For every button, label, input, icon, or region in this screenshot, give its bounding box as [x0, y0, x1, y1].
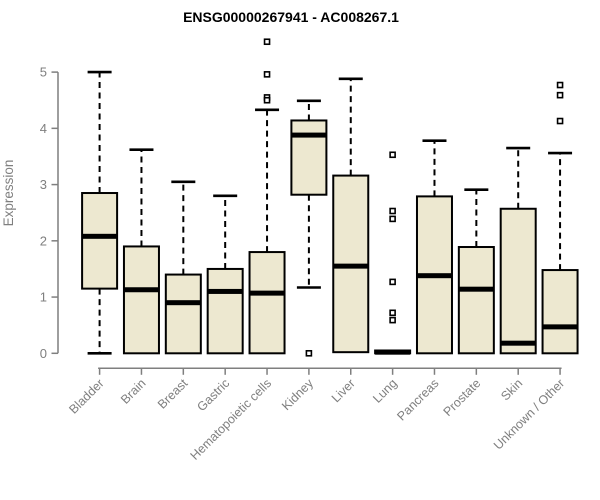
outlier-point-lung	[389, 309, 396, 317]
box-unknown-other	[541, 269, 579, 355]
x-tick-label-liver: Liver	[329, 376, 358, 405]
box-group-kidney	[290, 99, 328, 357]
outlier-point-unknown-other	[556, 117, 564, 125]
box-group-liver	[332, 77, 370, 354]
box-group-brain	[122, 148, 160, 355]
box-kidney	[290, 119, 328, 196]
box-gastric	[206, 267, 244, 355]
x-tick-label-gastric: Gastric	[194, 376, 232, 414]
median-kidney	[291, 132, 327, 138]
chart-title: ENSG00000267941 - AC008267.1	[183, 9, 399, 25]
median-prostate	[458, 286, 494, 292]
y-tick-label: 1	[40, 290, 47, 305]
box-group-hematopoietic-cells	[248, 38, 286, 355]
box-hematopoietic-cells	[248, 251, 286, 355]
x-tick-label-lung: Lung	[370, 376, 400, 406]
median-bladder	[82, 233, 118, 239]
box-group-breast	[164, 180, 202, 355]
x-tick-label-unknown-other: Unknown / Other	[491, 376, 567, 452]
box-group-gastric	[206, 194, 244, 355]
x-tick-label-kidney: Kidney	[279, 376, 316, 413]
median-unknown-other	[542, 324, 578, 330]
box-group-bladder	[81, 70, 119, 355]
box-group-lung	[374, 151, 412, 355]
boxes-layer	[81, 38, 579, 357]
median-skin	[500, 340, 536, 346]
box-group-pancreas	[415, 139, 453, 355]
y-tick-label: 5	[40, 65, 47, 80]
x-tick-label-pancreas: Pancreas	[394, 376, 441, 423]
y-tick-label: 0	[40, 346, 47, 361]
outlier-point-lung	[389, 316, 396, 324]
box-group-skin	[499, 146, 537, 355]
y-axis-title: Expression	[1, 160, 16, 227]
median-pancreas	[416, 273, 452, 279]
outlier-point-lung	[389, 215, 396, 223]
outlier-point-unknown-other	[556, 91, 564, 99]
box-group-unknown-other	[541, 81, 579, 355]
outlier-point-unknown-other	[556, 81, 564, 89]
box-breast	[164, 273, 202, 355]
y-tick-label: 3	[40, 177, 47, 192]
box-skin	[499, 207, 537, 355]
box-group-prostate	[457, 188, 495, 355]
outlier-point-lung	[389, 278, 396, 286]
box-brain	[122, 245, 160, 355]
median-liver	[333, 263, 369, 269]
outlier-point-kidney	[305, 349, 313, 357]
box-prostate	[457, 246, 495, 355]
outlier-point-hematopoietic-cells	[263, 96, 271, 104]
x-tick-label-bladder: Bladder	[66, 376, 106, 416]
median-lung	[375, 349, 411, 355]
x-tick-label-prostate: Prostate	[441, 376, 484, 419]
median-gastric	[207, 288, 243, 294]
median-hematopoietic-cells	[249, 290, 285, 296]
outlier-point-lung	[389, 207, 396, 215]
outlier-point-lung	[389, 151, 396, 159]
outlier-point-hematopoietic-cells	[263, 71, 271, 78]
y-tick-label: 2	[40, 233, 47, 248]
median-brain	[123, 287, 159, 293]
y-tick-label: 4	[40, 121, 47, 136]
median-breast	[165, 300, 201, 306]
box-bladder	[81, 192, 119, 290]
x-tick-label-hematopoietic-cells: Hematopoietic cells	[188, 376, 275, 463]
x-tick-label-brain: Brain	[118, 376, 149, 407]
x-tick-label-skin: Skin	[498, 376, 525, 403]
x-tick-label-breast: Breast	[155, 376, 191, 412]
outlier-point-hematopoietic-cells	[263, 38, 271, 46]
